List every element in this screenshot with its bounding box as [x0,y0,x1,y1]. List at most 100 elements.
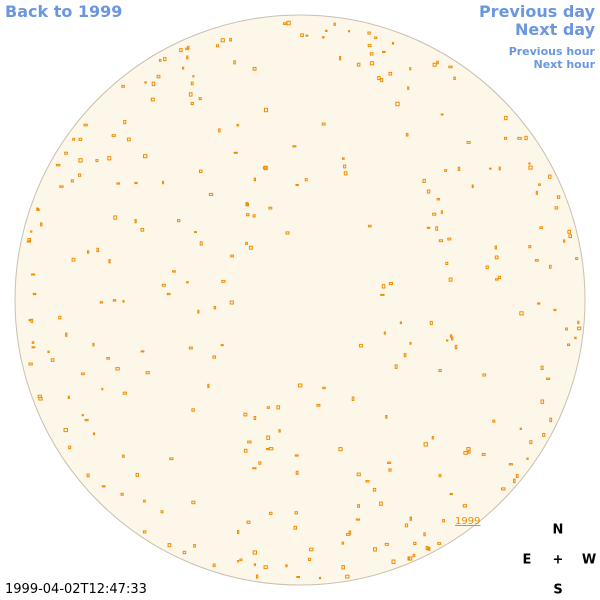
feature-speck [466,447,471,451]
feature-speck [286,20,291,26]
feature-speck [342,157,345,160]
solar-disk [14,14,586,586]
feature-speck [395,101,400,107]
feature-speck [492,419,496,423]
feature-speck [524,135,528,141]
feature-speck [190,102,194,105]
feature-speck [504,115,508,121]
feature-speck [489,167,492,170]
feature-speck [432,212,437,216]
feature-speck [380,78,384,83]
feature-speck [300,33,304,37]
feature-speck [448,65,453,69]
feature-speck [243,448,248,453]
compass-south: S [553,582,563,598]
feature-speck [513,478,516,484]
back-link[interactable]: Back to 1999 [5,2,123,21]
feature-speck [266,406,270,409]
feature-speck [83,123,88,127]
feature-speck [292,145,297,148]
feature-speck [150,97,155,102]
feature-speck [71,257,76,262]
feature-speck [444,169,448,172]
feature-speck [182,66,185,70]
feature-speck [413,541,417,545]
feature-speck [383,331,386,335]
feature-speck [143,154,148,159]
feature-speck [517,136,522,140]
feature-speck [309,547,314,552]
feature-speck [577,320,580,325]
feature-speck [294,511,298,515]
feature-speck [365,480,370,483]
feature-speck [121,84,125,88]
feature-speck [391,42,395,45]
feature-speck [134,181,138,185]
feature-speck [494,245,497,250]
feature-speck [120,492,124,496]
feature-speck [426,226,431,229]
previous-hour-link[interactable]: Previous hour [508,45,595,58]
feature-speck [501,487,506,491]
feature-speck [351,396,355,402]
year-link[interactable]: 1999 [455,516,481,527]
feature-speck [112,299,117,302]
feature-speck [482,373,487,377]
feature-speck [540,399,545,404]
feature-speck [161,283,166,287]
feature-speck [519,427,522,431]
feature-speck [575,257,579,261]
timestamp: 1999-04-02T12:47:33 [5,582,147,597]
feature-speck [548,264,552,269]
feature-speck [436,60,439,65]
feature-speck [65,332,68,337]
feature-speck [229,37,232,42]
feature-speck [252,467,257,470]
feature-speck [81,414,84,417]
feature-speck [325,29,328,32]
feature-speck [191,500,196,505]
feature-speck [188,346,193,350]
feature-speck [447,237,452,241]
feature-speck [208,192,214,196]
feature-speck [191,408,195,412]
feature-speck [47,350,50,354]
feature-speck [162,180,165,185]
feature-speck [316,404,321,407]
feature-speck [535,190,538,195]
feature-speck [36,208,40,211]
feature-speck [172,270,176,273]
next-hour-link[interactable]: Next hour [533,58,596,71]
feature-speck [108,259,111,264]
feature-speck [409,67,412,71]
feature-speck [143,499,146,503]
feature-speck [382,50,386,53]
feature-speck [40,222,43,227]
feature-speck [495,278,499,281]
feature-speck [55,163,61,167]
feature-speck [436,198,440,201]
feature-speck [567,229,572,234]
feature-speck [285,231,290,235]
feature-speck [59,185,64,188]
feature-speck [111,134,116,137]
feature-speck [221,279,226,283]
feature-speck [156,74,161,79]
feature-speck [86,473,90,478]
feature-speck [50,358,55,362]
feature-speck [554,206,559,210]
next-day-link[interactable]: Next day [515,20,595,39]
feature-speck [246,213,250,217]
feature-speck [528,245,532,249]
feature-speck [246,520,251,524]
feature-speck [380,293,385,296]
feature-speck [198,97,202,101]
feature-speck [355,518,361,521]
feature-speck [220,38,225,43]
feature-speck [504,136,508,140]
previous-day-link[interactable]: Previous day [478,2,595,21]
feature-speck [384,542,389,546]
feature-speck [212,355,216,359]
feature-speck [322,36,325,39]
feature-speck [338,447,343,452]
